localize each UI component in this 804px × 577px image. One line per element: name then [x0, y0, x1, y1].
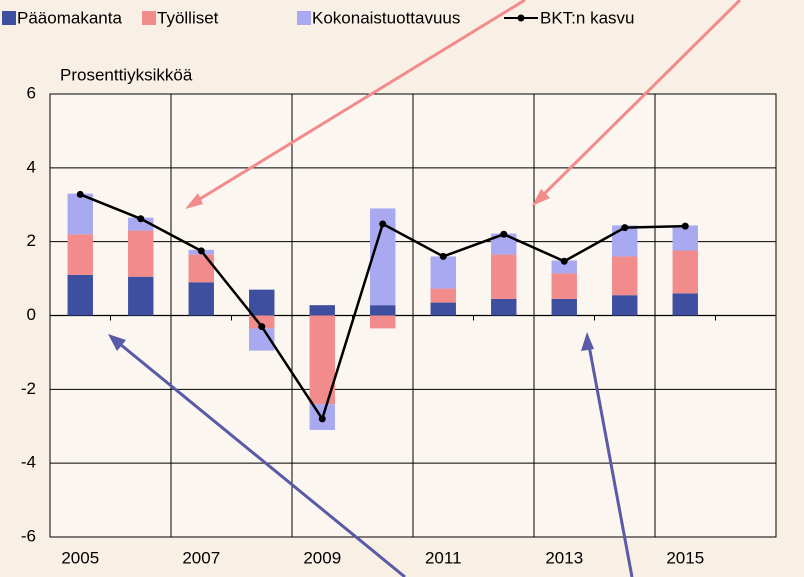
line-point	[137, 215, 145, 223]
arrowhead	[532, 189, 550, 206]
arrowhead	[108, 334, 126, 351]
bar-segment	[128, 230, 154, 277]
line-point	[76, 190, 84, 198]
x-tick-label: 2009	[303, 548, 341, 567]
x-tick-label: 2011	[425, 548, 462, 567]
line-point	[258, 323, 266, 331]
legend-marker	[517, 14, 525, 22]
bar-segment	[491, 254, 517, 299]
y-tick-label: -4	[21, 453, 36, 472]
y-tick-label: 2	[27, 231, 36, 250]
legend-swatch	[142, 11, 156, 25]
marks: -6 -4 -2 0 2 4 6 2005 2007 2009 2011 2013 2015	[21, 83, 777, 567]
line-point	[439, 252, 447, 260]
x-tick-label: 2005	[61, 548, 99, 567]
bar-segment	[370, 315, 396, 329]
legend-label: Kokonaistuottavuus	[312, 8, 460, 27]
x-tick-label: 2007	[182, 548, 220, 567]
line-point	[197, 247, 205, 255]
line-point	[681, 222, 689, 230]
bar-segment	[370, 305, 396, 316]
bar-segment	[430, 288, 456, 303]
x-tick-label: 2013	[545, 548, 583, 567]
bar-segment	[551, 260, 577, 274]
bar-segment	[612, 256, 638, 296]
x-tick-label: 2015	[666, 548, 704, 567]
legend-swatch	[297, 11, 311, 25]
bar-segment	[672, 250, 698, 294]
arrow	[586, 339, 634, 577]
arrow	[536, 0, 742, 202]
arrowhead	[581, 332, 594, 351]
legend-label: Työlliset	[157, 8, 219, 27]
bar-segment	[430, 302, 456, 316]
line-point	[560, 257, 568, 265]
line-point	[318, 415, 326, 423]
bar-segment	[188, 282, 214, 316]
bar-segment	[672, 293, 698, 316]
line-point	[500, 230, 508, 238]
legend-swatch	[2, 11, 16, 25]
line-point	[621, 224, 629, 232]
y-tick-label: -6	[21, 526, 36, 545]
bar-segment	[67, 274, 93, 316]
bar-segment	[67, 234, 93, 275]
y-axis-label: Prosenttiyksikköä	[60, 65, 193, 84]
bar-segment	[67, 193, 93, 235]
legend-label: BKT:n kasvu	[540, 8, 635, 27]
bar-segment	[128, 276, 154, 316]
y-tick-label: 4	[27, 157, 36, 176]
arrow	[189, 0, 526, 207]
bar-segment	[249, 328, 275, 351]
bar-segment	[551, 298, 577, 316]
line-point	[379, 220, 387, 228]
bar-segment	[612, 295, 638, 316]
legend-label: Pääomakanta	[17, 8, 122, 27]
arrowhead	[185, 193, 203, 209]
y-tick-label: 6	[27, 83, 36, 102]
y-tick-label: 0	[27, 305, 36, 324]
legend: Pääomakanta Työlliset Kokonaistuottavuus BK…	[2, 8, 635, 27]
bar-segment	[188, 254, 214, 283]
arrows	[108, 0, 742, 577]
bar-segment	[491, 298, 517, 316]
bar-segment	[551, 273, 577, 299]
bar-segment	[491, 233, 517, 255]
bar-segment	[249, 289, 275, 316]
arrow	[114, 338, 406, 577]
bar-segment	[309, 305, 335, 316]
y-tick-label: -2	[21, 379, 36, 398]
bar-segment	[430, 256, 456, 289]
